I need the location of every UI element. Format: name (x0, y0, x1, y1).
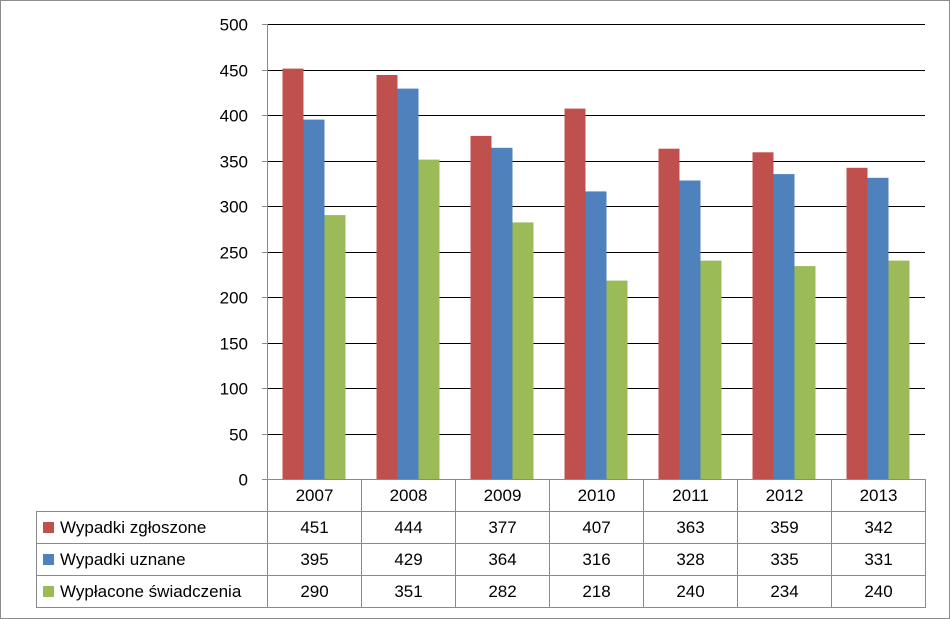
category-label: 2007 (267, 479, 362, 512)
category-label: 2010 (549, 479, 644, 512)
series-label-cell: Wypadki zgłoszone (36, 511, 268, 544)
series-name: Wypadki uznane (60, 549, 186, 569)
legend-key-blue (43, 553, 54, 565)
bar-2012-series-2 (773, 174, 795, 479)
value-cell: 316 (549, 543, 644, 576)
y-tick-label: 300 (220, 198, 248, 217)
value-cell: 444 (361, 511, 456, 544)
value-cell: 335 (737, 543, 832, 576)
series-label-cell: Wypłacone świadczenia (36, 575, 268, 608)
bar-2010-series-2 (585, 191, 607, 479)
value-cell: 451 (267, 511, 362, 544)
y-tick-label: 450 (220, 62, 248, 81)
bar-2012-series-1 (752, 152, 774, 480)
category-label: 2009 (455, 479, 550, 512)
value-cell: 395 (267, 543, 362, 576)
bar-2013-series-3 (888, 260, 910, 479)
bar-2007-series-1 (282, 68, 304, 479)
series-row: Wypłacone świadczenia 290 351 282 218 24… (36, 575, 926, 608)
value-cell: 328 (643, 543, 738, 576)
y-tick-label: 400 (220, 107, 248, 126)
value-cell: 218 (549, 575, 644, 608)
value-cell: 282 (455, 575, 550, 608)
series-row: Wypadki zgłoszone 451 444 377 407 363 35… (36, 511, 926, 544)
series-name: Wypłacone świadczenia (60, 581, 242, 601)
bar-2013-series-1 (846, 167, 868, 480)
category-label: 2011 (643, 479, 738, 512)
table-corner (36, 479, 268, 512)
bar-2010-series-3 (606, 280, 628, 479)
category-label: 2013 (831, 479, 926, 512)
value-cell: 240 (831, 575, 926, 608)
y-tick-label: 50 (229, 426, 248, 445)
series-name: Wypadki zgłoszone (60, 517, 207, 537)
bar-2009-series-3 (512, 222, 534, 479)
bar-2008-series-1 (376, 75, 398, 479)
value-cell: 364 (455, 543, 550, 576)
y-tick-label: 350 (220, 153, 248, 172)
bar-2012-series-3 (794, 266, 816, 479)
y-tick-label: 250 (220, 244, 248, 263)
bar-2011-series-2 (679, 180, 701, 479)
value-cell: 363 (643, 511, 738, 544)
legend-key-green (43, 585, 54, 597)
value-cell: 407 (549, 511, 644, 544)
value-cell: 377 (455, 511, 550, 544)
series-label-cell: Wypadki uznane (36, 543, 268, 576)
legend-key-red (43, 521, 54, 533)
bar-2011-series-3 (700, 260, 722, 479)
y-tick-label: 200 (220, 289, 248, 308)
bar-2013-series-2 (867, 177, 889, 480)
y-tick-label: 150 (220, 335, 248, 354)
value-cell: 331 (831, 543, 926, 576)
value-cell: 359 (737, 511, 832, 544)
value-cell: 240 (643, 575, 738, 608)
value-cell: 290 (267, 575, 362, 608)
bar-2007-series-3 (324, 215, 346, 479)
y-tick-label: 100 (220, 380, 248, 399)
series-row: Wypadki uznane 395 429 364 316 328 335 3… (36, 543, 926, 576)
bar-2010-series-1 (564, 108, 586, 479)
category-header-row: 2007 2008 2009 2010 2011 2012 2013 (36, 479, 926, 512)
value-cell: 429 (361, 543, 456, 576)
bar-2009-series-2 (491, 147, 513, 480)
bar-2009-series-1 (470, 135, 492, 479)
value-cell: 342 (831, 511, 926, 544)
bar-2008-series-3 (418, 159, 440, 479)
bar-2007-series-2 (303, 119, 325, 479)
category-label: 2012 (737, 479, 832, 512)
y-tick-label: 500 (220, 16, 248, 35)
bar-2011-series-1 (658, 148, 680, 479)
bars (282, 68, 910, 480)
data-table: 2007 2008 2009 2010 2011 2012 2013 Wypad… (36, 479, 926, 608)
bar-2008-series-2 (397, 88, 419, 479)
value-cell: 351 (361, 575, 456, 608)
category-label: 2008 (361, 479, 456, 512)
value-cell: 234 (737, 575, 832, 608)
